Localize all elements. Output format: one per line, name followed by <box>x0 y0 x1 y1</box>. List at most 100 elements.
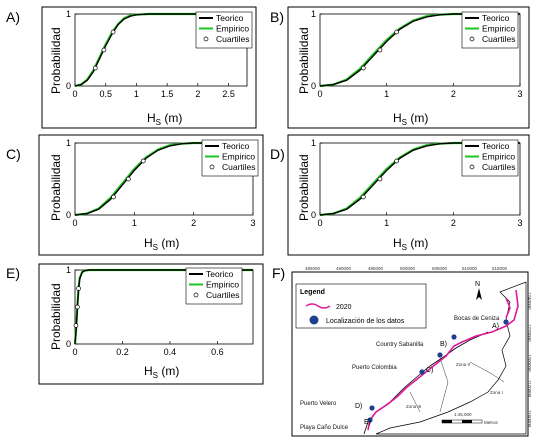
y-tick-label: 0 <box>311 81 316 91</box>
map-svg: F) 485000 490000 495000 500000 505000 51… <box>272 265 532 437</box>
chart-panel-d: D) Probabilidad HS (m) 0 1 2 3 0 1 Teorico Emp… <box>270 133 532 257</box>
x-tick-label: 2 <box>191 218 196 228</box>
quartile-point <box>73 323 79 328</box>
place-country: Country Sabanilla <box>376 342 424 348</box>
map-right-tick: 1240000 <box>527 292 532 310</box>
legend-label: Empirico <box>206 280 239 290</box>
x-tick-label: 0.2 <box>116 347 129 357</box>
x-axis-label: HS (m) <box>147 111 182 127</box>
y-tick-label: 0 <box>66 81 71 91</box>
series-line-teorico <box>74 269 253 345</box>
map-legend-dot-swatch <box>309 315 319 325</box>
site-label-a: A) <box>492 323 499 330</box>
data-location-dot <box>419 369 425 375</box>
legend-label: Cuartiles <box>216 34 250 44</box>
legend-label: Teorico <box>482 13 510 23</box>
panel-frame <box>287 6 530 129</box>
y-tick-label: 1 <box>311 9 316 19</box>
chart-panel-a: A) Probabilidad HS (m) 0 0.5 1 1.5 2 2.5 0 1 Te… <box>4 4 259 132</box>
quartile-point <box>75 304 80 310</box>
zone-label: Zona I <box>490 390 503 395</box>
x-tick-label: 2.5 <box>222 89 235 99</box>
legend-label: Cuartiles <box>206 290 240 300</box>
quartile-point <box>126 176 131 182</box>
north-label: N <box>475 281 480 288</box>
x-label-main: H <box>147 111 156 125</box>
x-label-main: H <box>393 236 402 250</box>
map-legend-title: Legend <box>300 289 325 296</box>
legend-swatch-marker <box>469 36 475 42</box>
scale-text: 1:45.000 <box>454 412 472 417</box>
series-line-teorico <box>319 142 520 216</box>
series-line-teorico <box>319 13 520 87</box>
scale-bar-seg <box>462 420 472 423</box>
y-tick-label: 0 <box>66 339 71 349</box>
map-right-tick: 1170000 <box>527 380 532 398</box>
plot-area: 0 1 2 3 0 1 <box>311 9 523 99</box>
x-tick-label: 1 <box>384 89 389 99</box>
quartile-point <box>360 194 366 200</box>
x-tick-label: 3 <box>517 218 522 228</box>
plot-area: 0 0.2 0.4 0.6 0 1 <box>66 265 254 357</box>
scale-bar-seg <box>442 420 452 423</box>
shoreline-2020 <box>367 289 519 431</box>
y-tick-label: 0 <box>311 210 316 220</box>
panel-label: C) <box>6 146 21 162</box>
y-tick-label: 1 <box>66 138 71 148</box>
chart-svg-a: A) Probabilidad HS (m) 0 0.5 1 1.5 2 2.5 0 1 Te… <box>6 6 257 129</box>
quartile-point <box>377 47 383 53</box>
panel-frame <box>287 134 530 256</box>
x-label-sub: S <box>156 118 161 127</box>
y-axis-label: Probabilidad <box>297 27 311 94</box>
chart-svg-e: E) Probabilidad HS (m) 0 0.2 0.4 0.6 0 1 Teor… <box>6 263 264 385</box>
x-tick-label: 0 <box>72 218 77 228</box>
quartile-point <box>76 286 81 291</box>
panel-frame <box>38 134 264 256</box>
y-tick-label: 0 <box>66 210 71 220</box>
x-axis-label: HS (m) <box>144 364 179 380</box>
x-label-sub: S <box>153 371 158 380</box>
x-tick-label: 1 <box>134 89 139 99</box>
x-label-sub: S <box>153 243 158 252</box>
x-tick-label: 3 <box>250 218 255 228</box>
site-label-d: D) <box>355 403 362 410</box>
plot-box <box>74 142 254 216</box>
quartile-point <box>394 29 400 35</box>
x-label-sub: S <box>402 243 407 252</box>
y-tick-label: 1 <box>311 138 316 148</box>
x-axis-label: HS (m) <box>393 111 428 127</box>
panel-label: E) <box>6 265 20 281</box>
legend-label: Teorico <box>216 13 244 23</box>
quartile-point <box>360 65 366 71</box>
legend-label: Empirico <box>482 152 515 162</box>
legend-label: Cuartiles <box>482 34 516 44</box>
panel-label: D) <box>270 146 285 162</box>
x-label-unit: (m) <box>158 236 179 250</box>
legend-swatch-marker <box>203 36 209 42</box>
land-region <box>375 281 527 435</box>
x-tick-label: 1.5 <box>161 89 174 99</box>
chart-svg-b: B) Probabilidad HS (m) 0 1 2 3 0 1 TeoricoEmp… <box>270 6 530 129</box>
series-line-teorico <box>74 13 247 87</box>
x-tick-label: 0.4 <box>164 347 177 357</box>
chart-panel-e: E) Probabilidad HS (m) 0 0.2 0.4 0.6 0 1 Teor… <box>4 262 266 386</box>
map-right-tick: 1220000 <box>527 324 532 342</box>
x-label-main: H <box>393 111 402 125</box>
plot-box <box>319 142 521 216</box>
y-axis-label: Probabilidad <box>49 27 63 94</box>
place-bocas: Bocas de Ceniza <box>454 316 500 322</box>
x-label-main: H <box>144 364 153 378</box>
map-right-tick: 1160000 <box>527 410 532 428</box>
place-colombia: Puerto Colombia <box>352 365 397 371</box>
map-top-tick: 500000 <box>400 266 416 271</box>
x-tick-label: 0 <box>317 89 322 99</box>
y-axis-label: Probabilidad <box>49 283 63 350</box>
plot-area: 0 0.5 1 1.5 2 2.5 0 1 <box>66 9 248 99</box>
chart-svg-c: C) Probabilidad HS (m) 0 1 2 3 0 1 TeoricoEmp… <box>6 134 264 256</box>
legend-label: Cuartiles <box>222 162 256 172</box>
series-line-teorico <box>74 142 253 216</box>
x-tick-label: 2 <box>451 218 456 228</box>
map-top-tick: 515000 <box>492 266 508 271</box>
panel-frame <box>41 6 257 129</box>
